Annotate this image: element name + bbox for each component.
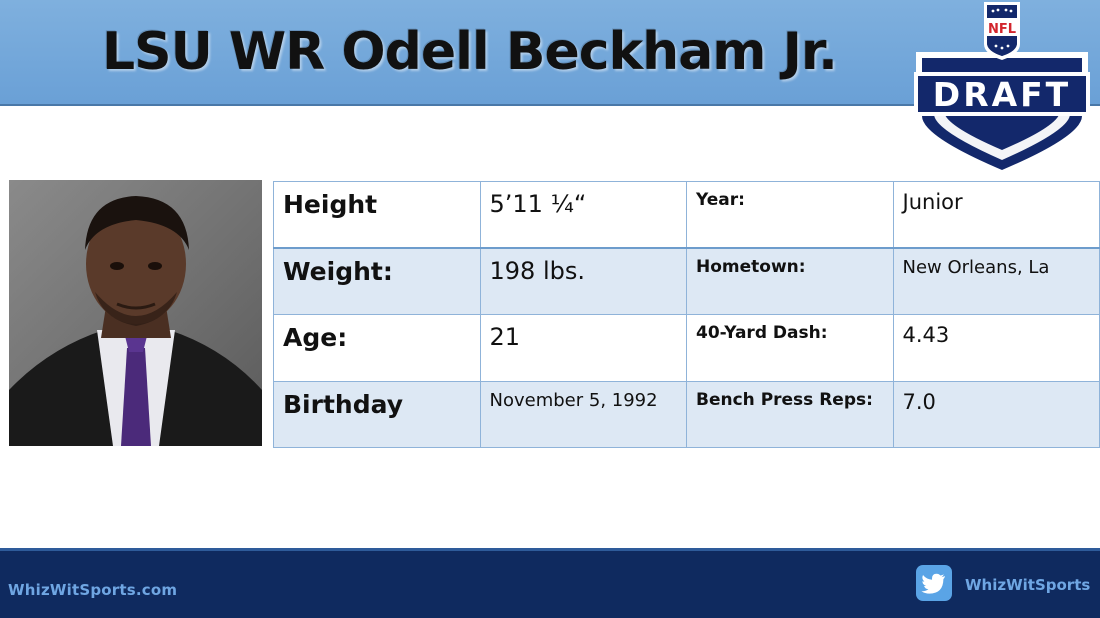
player-headshot-icon [9, 196, 262, 446]
stat-value: 4.43 [892, 314, 1100, 382]
stat-value: 7.0 [892, 380, 1100, 448]
stat-value: 21 [479, 314, 687, 382]
stat-label: Year: [686, 181, 894, 249]
table-row: Weight: 198 lbs. Hometown: New Orleans, … [273, 247, 1100, 315]
site-name: WhizWitSports.com [8, 581, 178, 599]
table-row: Birthday November 5, 1992 Bench Press Re… [273, 380, 1100, 448]
stat-label: 40-Yard Dash: [686, 314, 894, 382]
stat-label: Hometown: [686, 247, 894, 315]
stat-label: Bench Press Reps: [686, 380, 894, 448]
nfl-word: NFL [988, 22, 1016, 37]
player-stats-table: Height 5’11 ¼“ Year: Junior Weight: 198 … [273, 181, 1100, 448]
stat-value: 198 lbs. [479, 247, 687, 315]
twitter-handle[interactable]: WhizWitSports [965, 576, 1091, 594]
player-photo [9, 180, 262, 446]
stat-label: Birthday [273, 380, 481, 448]
stat-value: November 5, 1992 [479, 380, 687, 448]
stat-value: New Orleans, La [892, 247, 1100, 315]
stat-label: Weight: [273, 247, 481, 315]
stat-label: Height [273, 181, 481, 249]
stat-label: Age: [273, 314, 481, 382]
footer-bar: WhizWitSports.com WhizWitSports [0, 548, 1100, 618]
page-title: LSU WR Odell Beckham Jr. [102, 22, 838, 82]
table-row: Age: 21 40-Yard Dash: 4.43 [273, 314, 1100, 382]
stat-value: 5’11 ¼“ [479, 181, 687, 249]
stat-value: Junior [892, 181, 1100, 249]
table-row: Height 5’11 ¼“ Year: Junior [273, 181, 1100, 249]
nfl-draft-logo: DRAFT NFL [914, 2, 1090, 176]
draft-word: DRAFT [933, 75, 1071, 114]
twitter-bird-icon[interactable] [916, 565, 952, 601]
